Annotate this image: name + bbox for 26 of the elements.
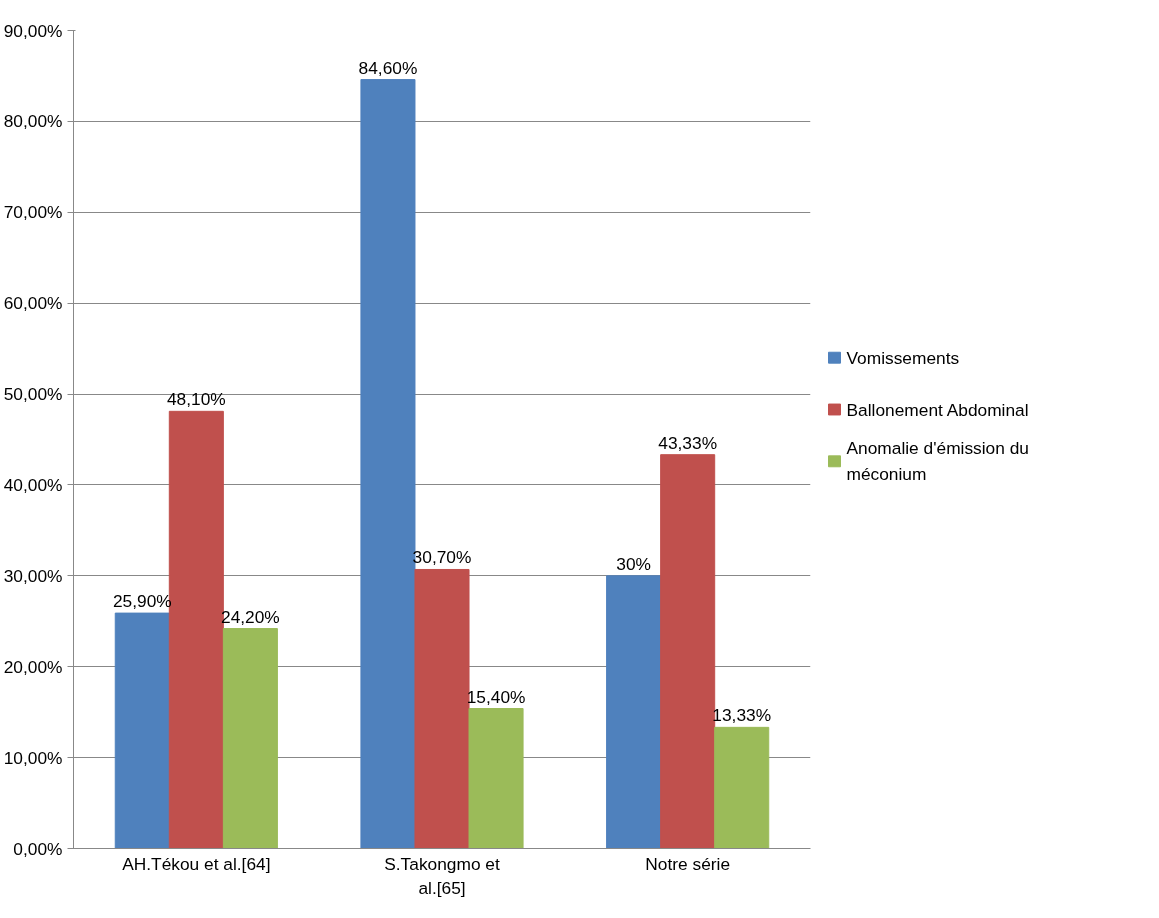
data-label: 48,10% <box>166 389 226 410</box>
bar <box>414 568 470 849</box>
y-tick-label: 20,00% <box>3 656 63 677</box>
data-label: 43,33% <box>658 432 718 453</box>
bar <box>714 726 770 849</box>
x-tick-label: Notre série <box>645 853 731 874</box>
y-tick-label: 30,00% <box>3 565 63 586</box>
y-tick-label: 60,00% <box>3 293 63 314</box>
data-label: 84,60% <box>358 57 418 78</box>
y-tick-label: 70,00% <box>3 202 63 223</box>
x-tick-label: AH.Tékou et al.[64] <box>122 853 271 874</box>
y-tick-label: 10,00% <box>3 747 63 768</box>
bar <box>606 575 662 849</box>
y-tick-label: 0,00% <box>13 838 63 859</box>
bar <box>114 612 170 849</box>
y-tick-label: 50,00% <box>3 384 63 405</box>
legend-label: Ballonement Abdominal <box>846 399 1029 420</box>
bar <box>468 708 524 849</box>
y-tick-label: 80,00% <box>3 111 63 132</box>
y-tick-label: 40,00% <box>3 474 63 495</box>
x-tick-label: S.Takongmo et al.[65] <box>384 853 500 898</box>
data-label: 30% <box>616 553 651 574</box>
bar <box>222 628 278 849</box>
legend-label: Anomalie d'émission du méconium <box>846 438 1029 485</box>
legend-label: Vomissements <box>846 347 960 368</box>
y-tick-label: 90,00% <box>3 20 63 41</box>
